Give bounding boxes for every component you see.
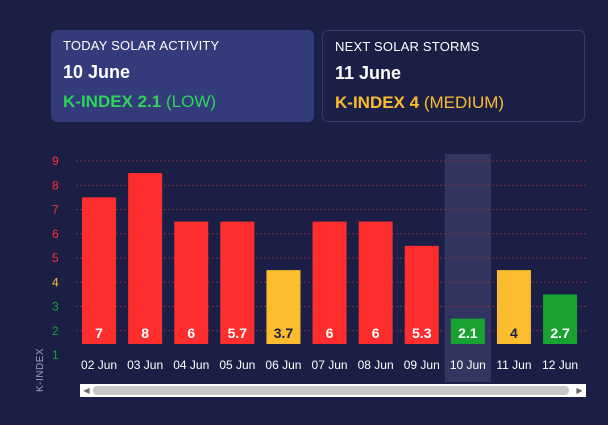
today-card-kindex: K-INDEX 2.1 (LOW) [63, 92, 302, 112]
x-tick-label: 08 Jun [358, 358, 394, 372]
next-kindex-level: (MEDIUM) [423, 93, 505, 112]
x-tick-label: 11 Jun [496, 358, 531, 372]
next-solar-storms-card: NEXT SOLAR STORMS 11 June K-INDEX 4 (MED… [322, 30, 585, 122]
scroll-right-icon[interactable]: ▶ [576, 386, 583, 395]
x-tick-label: 12 Jun [542, 358, 578, 372]
bar-12-jun [543, 294, 578, 344]
bar-value-label: 4 [510, 325, 518, 341]
y-tick-label-9: 9 [52, 154, 59, 168]
y-tick-label-5: 5 [52, 251, 59, 265]
bar-value-label: 6 [372, 325, 380, 341]
x-tick-label: 02 Jun [81, 358, 117, 372]
x-tick-label: 06 Jun [265, 358, 301, 372]
bar-value-label: 2.7 [550, 325, 570, 341]
bar-06-jun [266, 270, 301, 344]
next-card-date: 11 June [335, 63, 402, 83]
y-tick-label-2: 2 [52, 324, 59, 338]
x-tick-label: 09 Jun [404, 358, 440, 372]
bar-11-jun [496, 270, 531, 344]
today-kindex-level: (LOW) [165, 92, 217, 111]
bar-08-jun [358, 221, 393, 344]
bar-05-jun [220, 221, 255, 344]
highlight-band [444, 154, 491, 382]
scroll-left-icon[interactable]: ◀ [83, 386, 90, 395]
bar-09-jun [404, 245, 439, 344]
bar-value-label: 8 [141, 325, 149, 341]
y-tick-label-1: 1 [52, 348, 59, 362]
today-card-label: TODAY SOLAR ACTIVITY [63, 38, 220, 53]
today-solar-activity-card: TODAY SOLAR ACTIVITY 10 June K-INDEX 2.1… [51, 30, 314, 122]
y-tick-label-6: 6 [52, 227, 59, 241]
x-tick-label: 10 Jun [450, 358, 486, 372]
bar-value-label: 6 [326, 325, 334, 341]
y-tick-label-4: 4 [52, 275, 59, 289]
x-tick-label: 05 Jun [219, 358, 255, 372]
bar-03-jun [128, 173, 163, 344]
y-axis-title: K-INDEX [35, 347, 46, 392]
bar-value-label: 5.7 [228, 325, 248, 341]
x-tick-label: 03 Jun [127, 358, 163, 372]
y-tick-label-7: 7 [52, 203, 59, 217]
x-tick-label: 07 Jun [312, 358, 348, 372]
bar-value-label: 5.3 [412, 325, 432, 341]
bar-value-label: 6 [187, 325, 195, 341]
bar-value-label: 2.1 [458, 325, 478, 341]
next-card-kindex: K-INDEX 4 (MEDIUM) [335, 93, 572, 113]
x-tick-label: 04 Jun [173, 358, 209, 372]
today-kindex-value: K-INDEX 2.1 [63, 92, 162, 111]
bar-value-label: 7 [95, 325, 103, 341]
bar-07-jun [312, 221, 347, 344]
next-kindex-value: K-INDEX 4 [335, 93, 420, 112]
y-tick-label-8: 8 [52, 178, 59, 192]
y-tick-label-3: 3 [52, 300, 59, 314]
today-card-date: 10 June [63, 62, 131, 82]
bar-04-jun [174, 221, 209, 344]
chart-scrollbar-thumb[interactable] [93, 386, 569, 395]
bar-02-jun [82, 197, 117, 344]
bar-10-jun [450, 318, 485, 344]
bar-value-label: 3.7 [274, 325, 294, 341]
next-card-label: NEXT SOLAR STORMS [335, 39, 480, 54]
